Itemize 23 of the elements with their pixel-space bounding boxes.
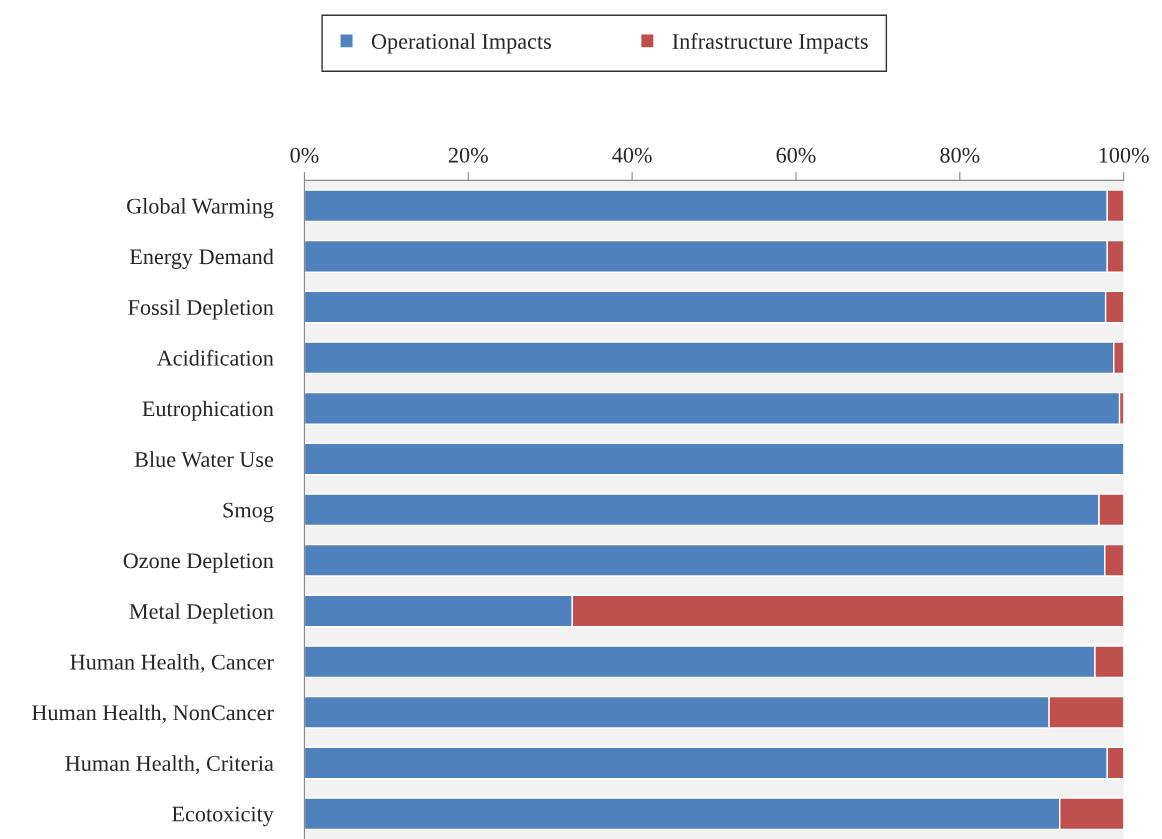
- x-tick-label: 80%: [940, 147, 980, 163]
- x-tick-label: 60%: [776, 147, 816, 163]
- y-tick-label: Fossil Depletion: [128, 299, 274, 320]
- y-tick-label: Global Warming: [127, 198, 274, 219]
- y-tick-label: Energy Demand: [129, 248, 274, 269]
- legend-label: Operational Impacts: [371, 33, 551, 54]
- y-tick-label: Human Health, Criteria: [65, 755, 274, 775]
- y-tick-label: Smog: [223, 502, 274, 523]
- legend-label: Infrastructure Impacts: [672, 33, 868, 54]
- y-tick-label: Acidification: [156, 349, 274, 366]
- bar: [304, 442, 1124, 476]
- bar: [304, 391, 1121, 425]
- x-tick-label: 20%: [448, 147, 488, 163]
- y-tick-label: Eutrophication: [142, 400, 274, 421]
- x-tick-label: 100%: [1099, 147, 1149, 163]
- y-tick-label: Blue Water Use: [134, 451, 274, 468]
- x-tick-label: 40%: [612, 147, 652, 163]
- y-tick-label: Metal Depletion: [129, 603, 274, 624]
- x-tick-label: 0%: [290, 147, 319, 163]
- y-tick-label: Human Health, Cancer: [70, 653, 274, 673]
- y-tick-label: Ecotoxicity: [172, 806, 274, 827]
- y-tick-label: Human Health, NonCancer: [32, 704, 274, 724]
- y-tick-label: Ozone Depletion: [123, 552, 274, 573]
